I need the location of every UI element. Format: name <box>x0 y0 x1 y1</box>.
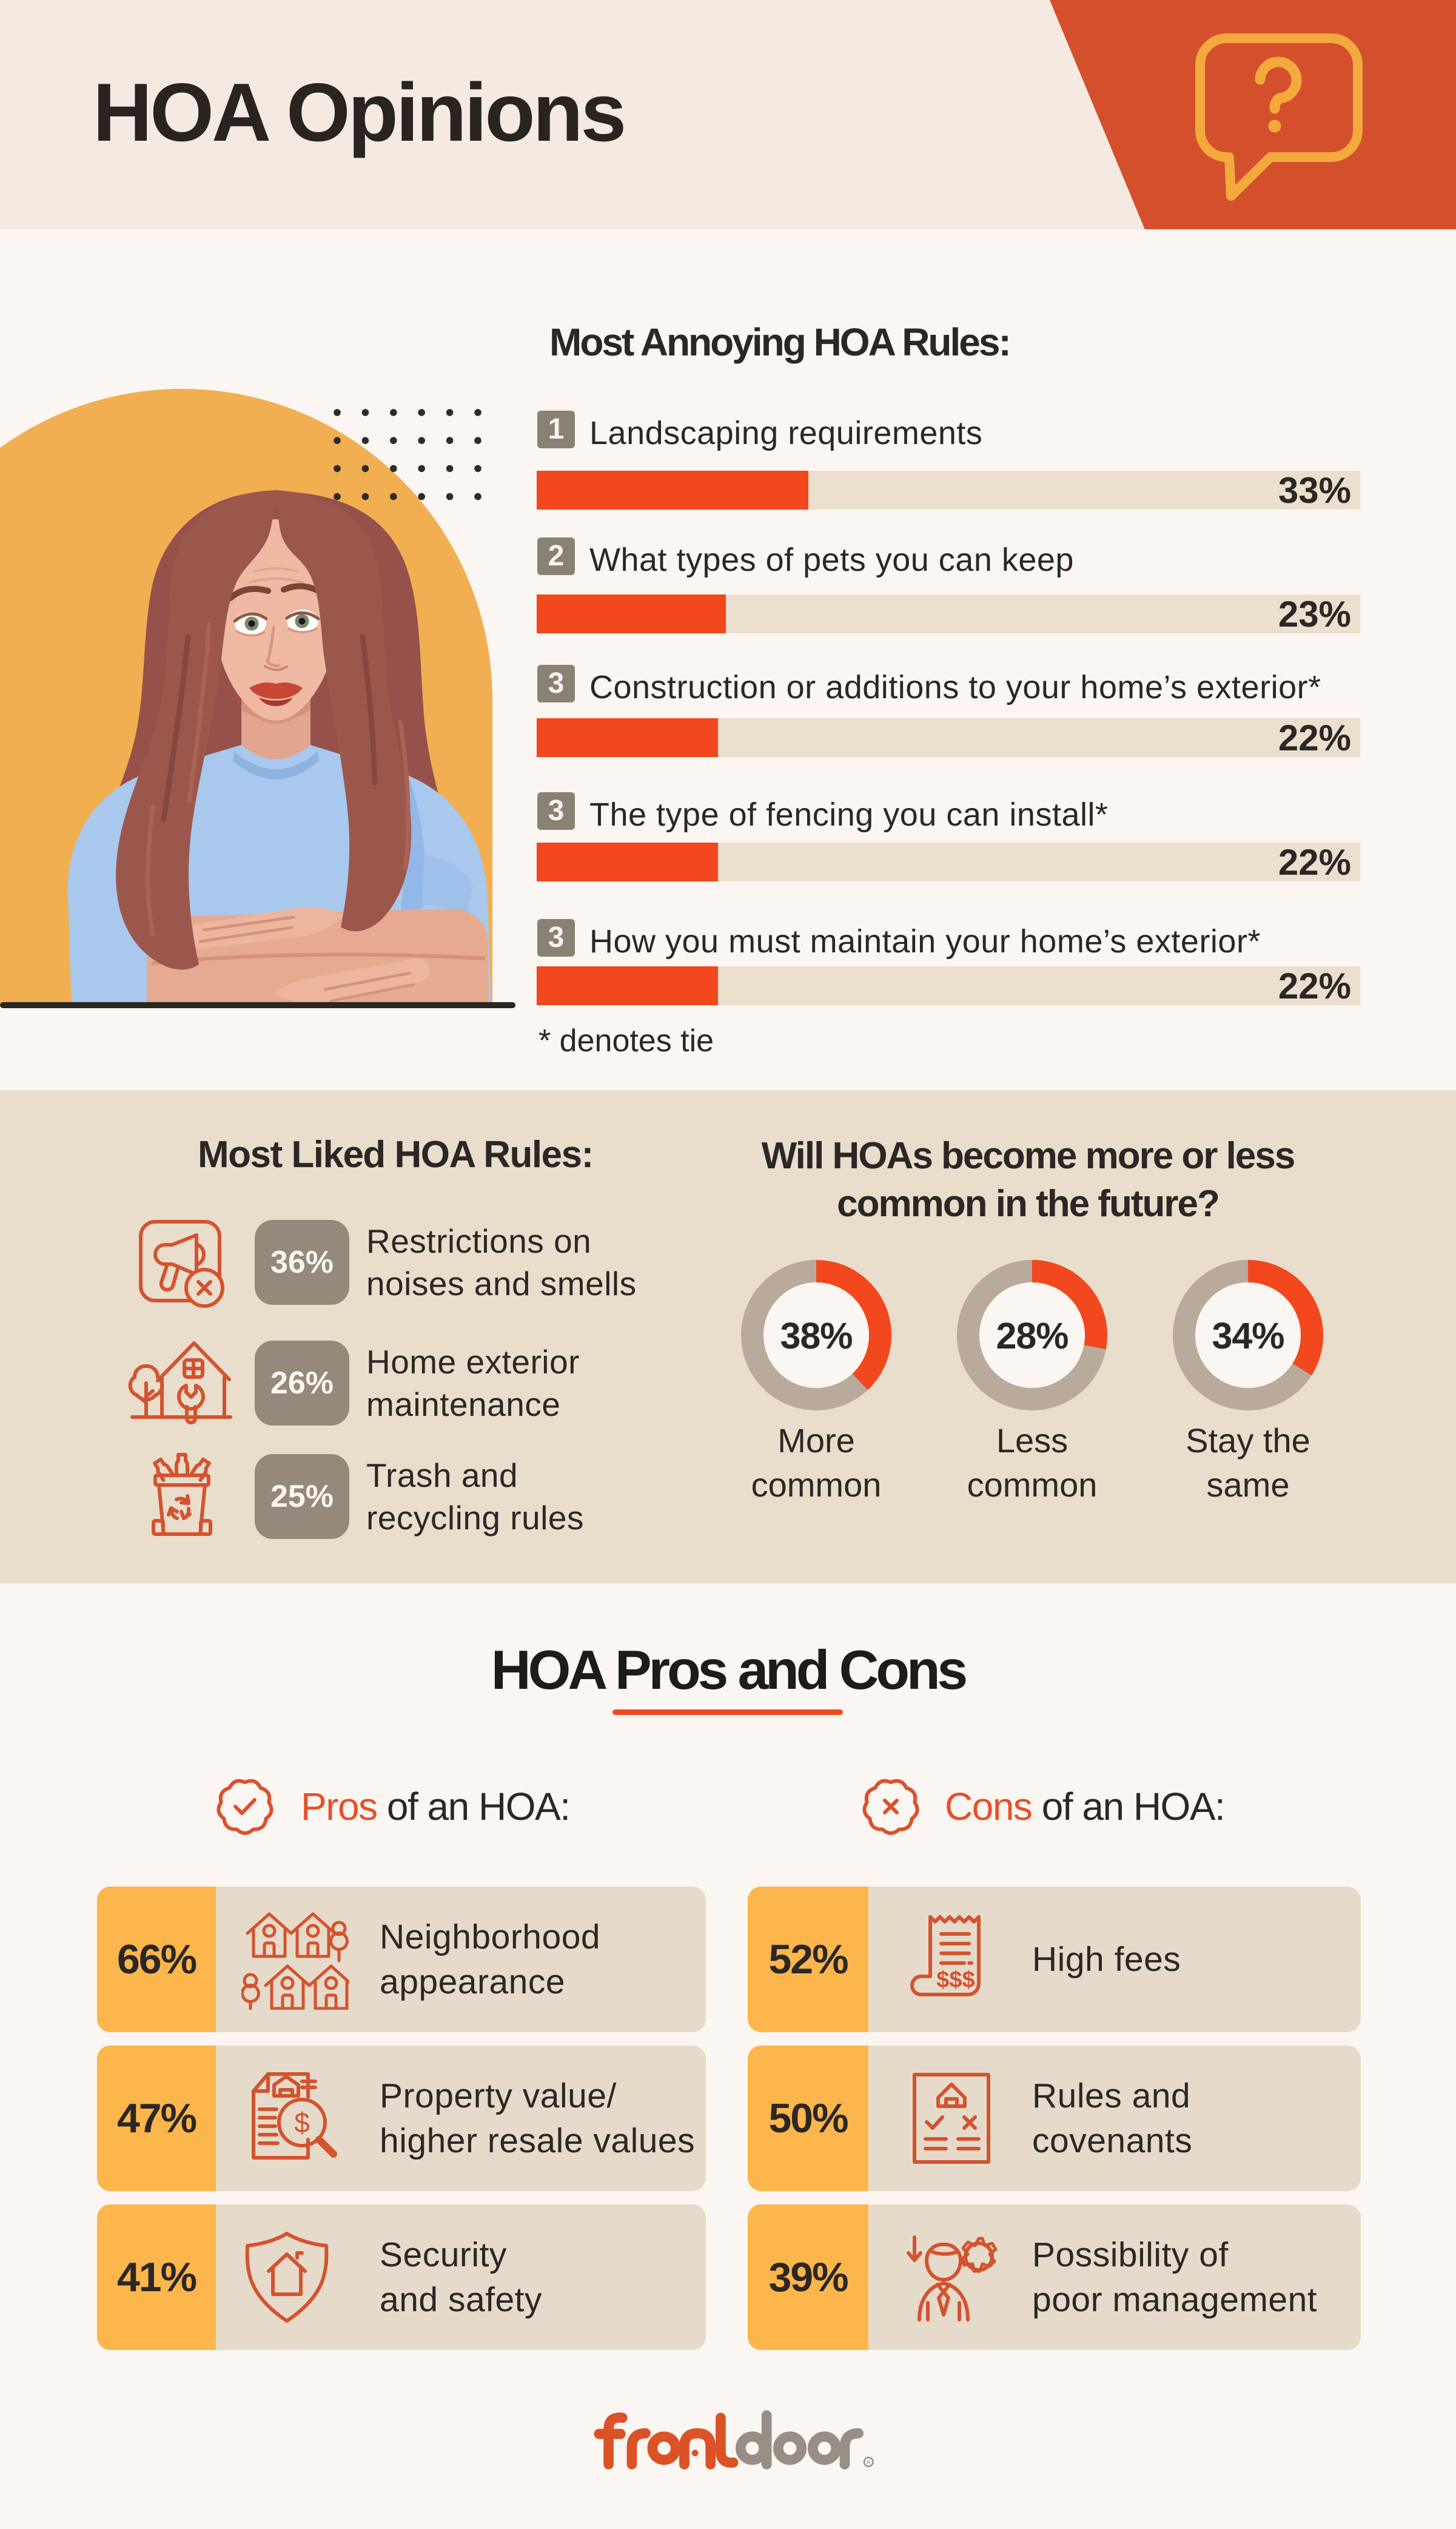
svg-text:34%: 34% <box>1212 1315 1284 1356</box>
svg-text:38%: 38% <box>780 1315 852 1356</box>
svg-text:R: R <box>867 2459 870 2465</box>
svg-text:$$$: $$$ <box>936 1967 975 1993</box>
svg-text:$: $ <box>294 2107 310 2138</box>
svg-text:28%: 28% <box>996 1315 1068 1356</box>
